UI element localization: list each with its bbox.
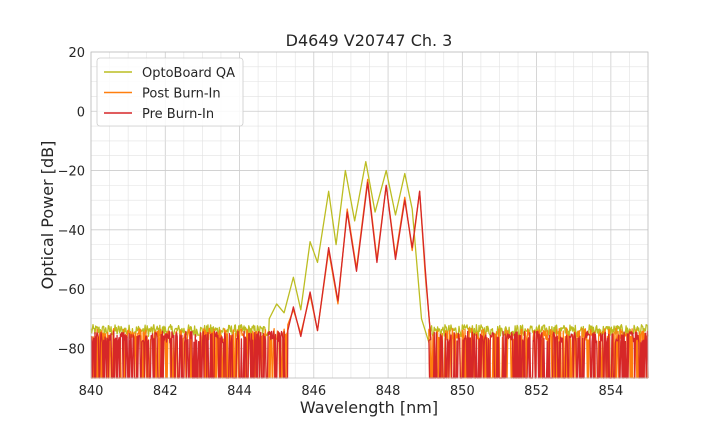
x-tick-label: 844 (227, 384, 252, 399)
x-axis-label: Wavelength [nm] (300, 398, 438, 417)
y-axis-label: Optical Power [dB] (38, 141, 57, 290)
x-tick-label: 840 (79, 384, 104, 399)
legend-label: Post Burn-In (142, 87, 221, 102)
y-tick-label: −20 (58, 165, 85, 180)
legend: OptoBoard QA Post Burn-In Pre Burn-In (96, 57, 244, 127)
x-tick-label: 854 (598, 384, 623, 399)
x-tick-label: 852 (524, 384, 549, 399)
x-axis: 840 842 844 846 848 850 852 854 (79, 384, 624, 399)
plot-frame (90, 51, 649, 379)
legend-label: Pre Burn-In (142, 107, 214, 122)
x-tick-label: 848 (376, 384, 401, 399)
x-tick-label: 842 (153, 384, 178, 399)
legend-label: OptoBoard QA (142, 66, 235, 81)
y-tick-label: −80 (58, 342, 85, 357)
y-tick-label: 0 (77, 105, 85, 120)
chart-title: D4649 V20747 Ch. 3 (286, 31, 453, 50)
x-tick-label: 846 (301, 384, 326, 399)
legend-box (96, 57, 244, 127)
x-tick-label: 850 (450, 384, 475, 399)
y-tick-label: 20 (68, 46, 85, 61)
y-tick-label: −40 (58, 224, 85, 239)
y-tick-label: −60 (58, 283, 85, 298)
y-axis: 20 0 −20 −40 −60 −80 (58, 46, 85, 357)
